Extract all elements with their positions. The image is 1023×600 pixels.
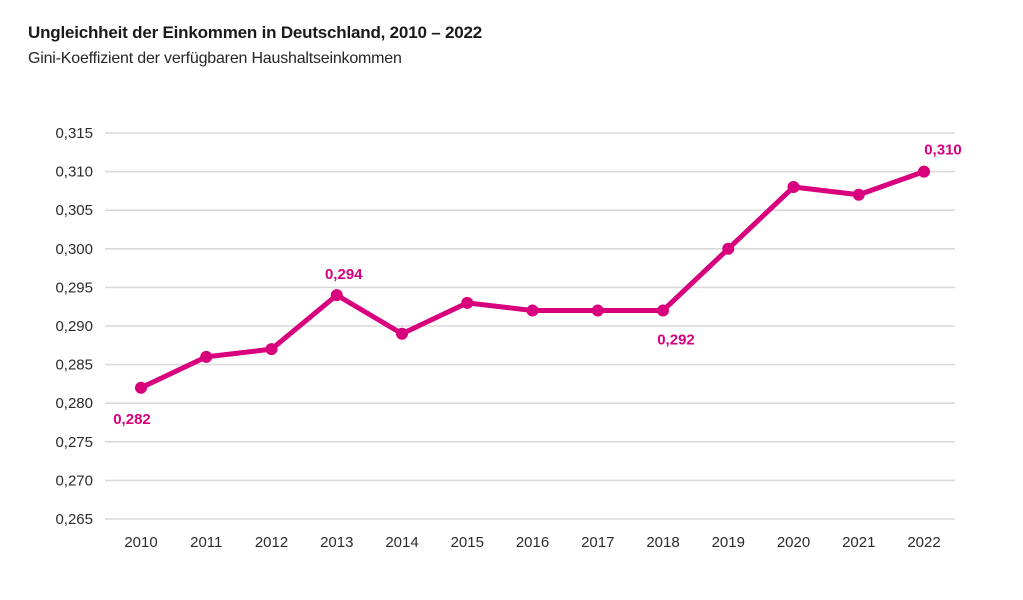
- x-tick-label: 2016: [516, 534, 549, 551]
- data-point: [265, 343, 278, 356]
- data-point: [526, 304, 539, 317]
- y-tick-label: 0,295: [55, 279, 93, 296]
- x-tick-label: 2019: [712, 534, 745, 551]
- data-label: 0,294: [325, 266, 363, 283]
- y-tick-label: 0,275: [55, 434, 93, 451]
- x-tick-label: 2012: [255, 534, 288, 551]
- data-point: [918, 165, 930, 178]
- chart-title: Ungleichheit der Einkommen in Deutschlan…: [28, 23, 483, 42]
- data-point: [135, 381, 147, 394]
- y-tick-label: 0,310: [55, 164, 93, 181]
- y-tick-label: 0,315: [55, 125, 93, 142]
- chart-header: Ungleichheit der Einkommen in Deutschlan…: [28, 20, 482, 71]
- x-tick-label: 2010: [124, 534, 157, 551]
- x-tick-label: 2022: [907, 534, 940, 551]
- data-point: [852, 188, 865, 201]
- data-point: [330, 289, 343, 302]
- y-tick-label: 0,305: [55, 202, 93, 219]
- data-point: [461, 296, 474, 309]
- x-tick-label: 2021: [842, 534, 875, 551]
- x-tick-label: 2011: [190, 534, 222, 551]
- data-point: [657, 304, 669, 317]
- x-tick-label: 2015: [451, 534, 484, 551]
- y-tick-label: 0,285: [55, 357, 93, 374]
- data-label: 0,310: [924, 142, 962, 159]
- y-tick-label: 0,270: [55, 472, 93, 489]
- x-tick-label: 2020: [777, 534, 810, 551]
- data-point: [722, 242, 735, 255]
- x-tick-label: 2013: [320, 534, 353, 551]
- data-point: [787, 181, 800, 194]
- x-tick-label: 2017: [581, 534, 614, 551]
- data-label: 0,282: [113, 411, 151, 428]
- data-point: [591, 304, 604, 317]
- x-tick-label: 2014: [385, 534, 418, 551]
- y-tick-label: 0,265: [55, 511, 93, 528]
- chart-subtitle: Gini-Koeffizient der verfügbaren Haushal…: [28, 50, 402, 67]
- trend-line: [138, 169, 927, 391]
- y-tick-label: 0,280: [55, 395, 93, 412]
- data-label: 0,292: [657, 332, 695, 349]
- data-point: [396, 327, 408, 340]
- data-point: [200, 350, 213, 363]
- y-tick-label: 0,300: [55, 241, 93, 258]
- x-tick-label: 2018: [646, 534, 679, 551]
- y-tick-label: 0,290: [55, 318, 93, 335]
